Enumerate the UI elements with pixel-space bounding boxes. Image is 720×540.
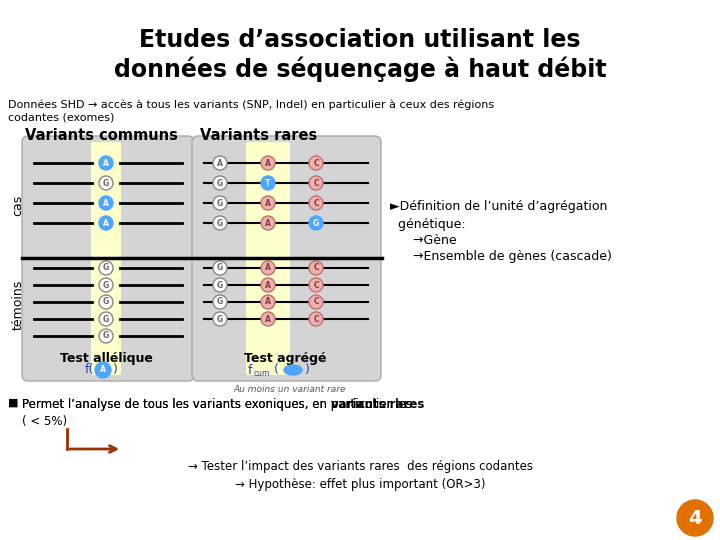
Text: A: A [265,159,271,167]
Circle shape [309,176,323,190]
Text: G: G [103,280,109,289]
Text: cum: cum [254,369,271,379]
Text: C: C [313,179,319,187]
FancyBboxPatch shape [192,136,381,381]
Circle shape [261,261,275,275]
Text: A: A [103,159,109,167]
Text: Au moins un variant rare: Au moins un variant rare [234,385,346,394]
Text: C: C [313,298,319,307]
Text: f: f [248,363,253,376]
FancyBboxPatch shape [22,136,194,381]
Circle shape [309,278,323,292]
Text: Permet l’analyse de tous les variants exoniques, en particulier les: Permet l’analyse de tous les variants ex… [22,398,415,411]
Text: G: G [217,199,223,207]
Text: G: G [103,298,109,307]
Text: G: G [217,219,223,227]
Text: A: A [265,264,271,273]
Text: C: C [313,280,319,289]
Text: Test agrégé: Test agrégé [244,352,326,365]
Text: A: A [217,159,223,167]
Circle shape [213,196,227,210]
Text: →Gène: →Gène [405,234,456,247]
Circle shape [261,216,275,230]
Circle shape [261,312,275,326]
Text: G: G [217,280,223,289]
Text: G: G [217,314,223,323]
Text: G: G [103,264,109,273]
Circle shape [99,261,113,275]
Text: A: A [103,219,109,227]
Circle shape [99,196,113,210]
Text: Permet l’analyse de tous les variants exoniques, en particulier les: Permet l’analyse de tous les variants ex… [22,398,415,411]
Circle shape [99,312,113,326]
Text: Variants communs: Variants communs [25,128,178,143]
Circle shape [261,176,275,190]
Text: ): ) [113,363,118,376]
Circle shape [309,216,323,230]
Text: Données SHD → accès à tous les variants (SNP, Indel) en particulier à ceux des r: Données SHD → accès à tous les variants … [8,100,494,122]
Circle shape [99,156,113,170]
Text: G: G [217,298,223,307]
Circle shape [309,196,323,210]
Text: ■: ■ [8,398,19,408]
Text: ( < 5%): ( < 5%) [22,415,67,428]
Text: A: A [265,219,271,227]
Text: G: G [103,314,109,323]
Text: G: G [103,332,109,341]
Circle shape [213,156,227,170]
Text: A: A [100,366,106,375]
Circle shape [261,156,275,170]
Circle shape [309,312,323,326]
Text: (: ( [274,363,279,376]
Circle shape [261,295,275,309]
Text: G: G [313,219,319,227]
Circle shape [213,176,227,190]
FancyBboxPatch shape [246,142,290,375]
Text: A: A [103,199,109,207]
Text: C: C [313,159,319,167]
Text: ): ) [305,363,310,376]
Text: A: A [265,280,271,289]
Text: cas: cas [12,194,24,215]
Circle shape [95,362,111,378]
Text: ►Définition de l’unité d’agrégation: ►Définition de l’unité d’agrégation [390,200,608,213]
Text: G: G [103,179,109,187]
Circle shape [99,216,113,230]
Circle shape [309,261,323,275]
Text: A: A [265,199,271,207]
Text: → Hypothèse: effet plus important (OR>3): → Hypothèse: effet plus important (OR>3) [235,478,485,491]
Circle shape [677,500,713,536]
Circle shape [261,278,275,292]
Text: C: C [313,314,319,323]
Text: C: C [313,199,319,207]
Text: Etudes d’association utilisant les: Etudes d’association utilisant les [139,28,581,52]
Text: Test allélique: Test allélique [60,352,153,365]
Circle shape [261,196,275,210]
Text: variants rares: variants rares [331,398,425,411]
Text: G: G [217,264,223,273]
Text: A: A [265,314,271,323]
Circle shape [99,278,113,292]
Text: témoins: témoins [12,280,24,330]
Text: génétique:: génétique: [390,218,466,231]
Circle shape [213,295,227,309]
Text: A: A [265,298,271,307]
Circle shape [309,295,323,309]
Text: →Ensemble de gènes (cascade): →Ensemble de gènes (cascade) [405,250,612,263]
FancyBboxPatch shape [91,142,121,375]
Text: → Tester l’impact des variants rares  des régions codantes: → Tester l’impact des variants rares des… [187,460,533,473]
Text: C: C [313,264,319,273]
Text: données de séquençage à haut débit: données de séquençage à haut débit [114,56,606,82]
Circle shape [213,261,227,275]
Circle shape [99,176,113,190]
Circle shape [99,295,113,309]
Text: f(: f( [85,363,94,376]
Ellipse shape [284,365,302,375]
Text: T: T [265,179,271,187]
Circle shape [213,216,227,230]
Text: Variants rares: Variants rares [200,128,318,143]
Circle shape [213,312,227,326]
Circle shape [213,278,227,292]
Text: 4: 4 [688,509,702,528]
